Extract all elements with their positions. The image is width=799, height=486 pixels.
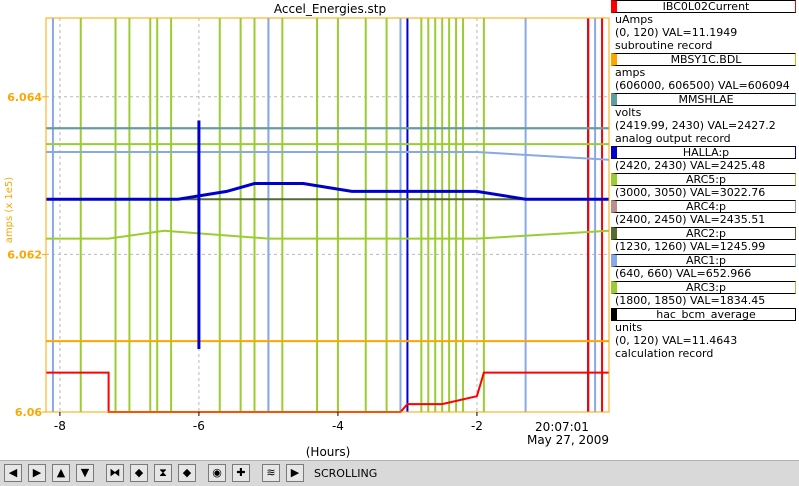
legend-entry-range-3: (2420, 2430) VAL=2425.48 <box>615 159 766 172</box>
legend-entry-name-4: ARC5:p <box>611 173 796 186</box>
series-line-halla-p <box>46 182 609 201</box>
arrow-left-icon: ◀ <box>8 466 18 479</box>
legend-entry-name-1: MBSY1C.BDL <box>611 53 796 66</box>
legend-entry-name-0: IBC0L02Current <box>611 0 796 13</box>
y-axis-label: amps (x 1e5) <box>4 177 15 243</box>
spike-layer <box>51 18 604 412</box>
legend-entry-name-9: hac_bcm_average <box>611 308 796 321</box>
zoom-out-y-button[interactable]: ◆ <box>178 464 196 482</box>
x-tick-label-2: -4 <box>332 419 344 433</box>
y-tick-label-2: 6.064 <box>7 91 42 104</box>
toolbar: SCROLLING ◀ ▶ ▲ ▼ ⧓ ◆ ⧗ ◆ ◉ ✚ ≋ ▶ <box>0 460 799 486</box>
legend-entry-range-0: (0, 120) VAL=11.1949 <box>615 26 738 39</box>
legend-entry-range-8: (1800, 1850) VAL=1834.45 <box>615 294 766 307</box>
stagger-icon: ≋ <box>266 466 276 479</box>
strip-chart[interactable]: -8 -6 -4 -2 6.06 6.062 6.064 Accel_Energies.st… <box>0 0 611 460</box>
axes: -8 -6 -4 -2 6.06 6.062 6.064 <box>7 91 483 433</box>
zoom-in-x-button[interactable]: ⧓ <box>106 464 124 482</box>
x-tick-label-0: -8 <box>54 419 66 433</box>
legend-entry-name-6: ARC2:p <box>611 227 796 240</box>
legend-entry-record-2: analog output record <box>615 132 731 145</box>
zoom-in-y-icon: ⧗ <box>159 466 167 479</box>
date-label: May 27, 2009 <box>527 433 609 447</box>
legend-entry-units-9: units <box>615 321 643 334</box>
zoom-out-y-icon: ◆ <box>182 466 192 479</box>
plot-frame <box>45 17 610 413</box>
pan-right-button[interactable]: ▶ <box>28 464 46 482</box>
arrow-up-icon: ▲ <box>56 466 66 479</box>
legend-entry-name-3: HALLA:p <box>611 146 796 159</box>
legend-entry-name-7: ARC1:p <box>611 254 796 267</box>
legend-entry-range-1: (606000, 606500) VAL=606094 <box>615 79 790 92</box>
legend: IBC0L02Current uAmps (0, 120) VAL=11.1949 s… <box>611 0 799 398</box>
legend-entry-range-9: (0, 120) VAL=11.4643 <box>615 334 738 347</box>
legend-entry-name-8: ARC3:p <box>611 281 796 294</box>
zoom-out-x-button[interactable]: ◆ <box>130 464 148 482</box>
autoscale-button[interactable]: ◉ <box>208 464 226 482</box>
pan-down-button[interactable]: ▼ <box>76 464 94 482</box>
series-line-arc1-p <box>46 151 610 161</box>
legend-entry-range-2: (2419.99, 2430) VAL=2427.2 <box>615 119 776 132</box>
legend-entry-record-0: subroutine record <box>615 39 713 52</box>
legend-entry-name-5: ARC4:p <box>611 200 796 213</box>
zoom-in-y-button[interactable]: ⧗ <box>154 464 172 482</box>
status-text: SCROLLING <box>314 467 378 480</box>
y-tick-label-1: 6.062 <box>7 248 42 261</box>
series-line-ibc0l02current <box>46 371 609 413</box>
legend-entry-name-2: MMSHLAE <box>611 93 796 106</box>
legend-entry-units-0: uAmps <box>615 13 653 26</box>
legend-entry-range-5: (2400, 2450) VAL=2435.51 <box>615 213 766 226</box>
series-layer <box>46 120 610 413</box>
scroll-icon: ▶ <box>290 466 300 479</box>
zoom-in-x-icon: ⧓ <box>109 466 121 479</box>
legend-entry-record-9: calculation record <box>615 347 714 360</box>
plus-icon: ✚ <box>236 466 246 479</box>
x-tick-label-3: -2 <box>471 419 483 433</box>
pan-left-button[interactable]: ◀ <box>4 464 22 482</box>
y-tick-label-0: 6.06 <box>15 406 42 419</box>
legend-entry-units-2: volts <box>615 106 642 119</box>
legend-entry-range-7: (640, 660) VAL=652.966 <box>615 267 752 280</box>
legend-entry-range-6: (1230, 1260) VAL=1245.99 <box>615 240 766 253</box>
series-line-arc3-p <box>46 229 610 240</box>
arrow-down-icon: ▼ <box>80 466 90 479</box>
zoom-out-x-icon: ◆ <box>134 466 144 479</box>
grid <box>46 18 609 413</box>
time-label: 20:07:01 <box>535 420 589 434</box>
add-button[interactable]: ✚ <box>232 464 250 482</box>
chart-title: Accel_Energies.stp <box>274 2 386 16</box>
x-axis-label: (Hours) <box>306 445 351 459</box>
pan-up-button[interactable]: ▲ <box>52 464 70 482</box>
scroll-button[interactable]: ▶ <box>286 464 304 482</box>
legend-entry-range-4: (3000, 3050) VAL=3022.76 <box>615 186 766 199</box>
legend-entry-units-1: amps <box>615 66 646 79</box>
autoscale-icon: ◉ <box>212 466 222 479</box>
x-tick-label-1: -6 <box>193 419 205 433</box>
arrow-right-icon: ▶ <box>32 466 42 479</box>
stagger-button[interactable]: ≋ <box>262 464 280 482</box>
